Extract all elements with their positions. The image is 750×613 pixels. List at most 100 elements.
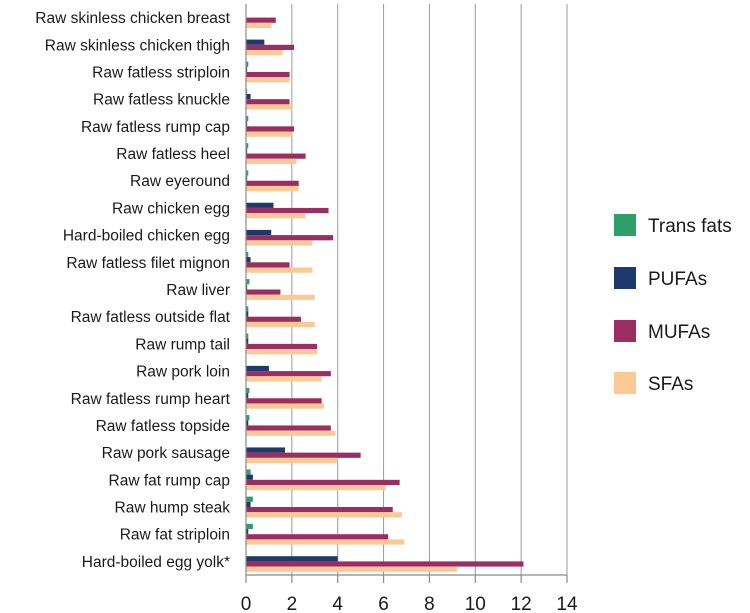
- bar-trans-fats-raw-eyeround: [246, 170, 249, 176]
- legend-swatch-mufas: [614, 320, 636, 342]
- bar-trans-fats-raw-fat-striploin: [246, 523, 253, 530]
- bar-mufas-raw-fatless-filet-mignon: [246, 262, 290, 268]
- bar-pufas-raw-rump-tail: [246, 338, 249, 344]
- bar-sfas-raw-fatless-filet-mignon: [246, 267, 313, 273]
- category-label-hard-boiled-chicken-egg: Hard-boiled chicken egg: [63, 228, 230, 245]
- category-label-raw-hump-steak: Raw hump steak: [115, 500, 231, 517]
- bar-sfas-raw-eyeround: [246, 185, 299, 192]
- bar-mufas-raw-fatless-striploin: [246, 71, 290, 78]
- category-label-raw-fatless-knuckle: Raw fatless knuckle: [93, 92, 230, 109]
- bar-mufas-raw-fatless-heel: [246, 153, 306, 159]
- x-tick-label-0: 0: [241, 594, 252, 613]
- legend-swatch-pufas: [614, 267, 636, 289]
- bar-sfas-raw-fatless-rump-heart: [246, 403, 324, 409]
- bar-mufas-raw-rump-tail: [246, 343, 318, 350]
- axes: [245, 4, 568, 583]
- bar-sfas-raw-fat-rump-cap: [246, 485, 386, 491]
- bar-sfas-raw-pork-loin: [246, 376, 322, 382]
- legend-swatch-trans-fats: [614, 214, 636, 236]
- bar-sfas-raw-fat-striploin: [246, 539, 405, 545]
- bar-pufas-raw-fatless-knuckle: [246, 93, 251, 100]
- bar-sfas-raw-skinless-chicken-breast: [246, 22, 272, 28]
- category-label-raw-fat-rump-cap: Raw fat rump cap: [109, 472, 230, 489]
- legend: Trans fats PUFAs MUFAs SFAs: [614, 214, 732, 395]
- bar-sfas-raw-pork-sausage: [246, 457, 338, 464]
- bar-mufas-raw-fatless-knuckle: [246, 99, 290, 105]
- category-label-raw-fatless-outside-flat: Raw fatless outside flat: [71, 309, 231, 326]
- bar-series: [246, 17, 524, 572]
- bar-trans-fats-raw-liver: [246, 279, 250, 285]
- legend-label-trans-fats: Trans fats: [648, 216, 732, 237]
- category-label-raw-rump-tail: Raw rump tail: [135, 336, 230, 353]
- legend-label-mufas: MUFAs: [648, 322, 710, 343]
- category-label-raw-fatless-heel: Raw fatless heel: [116, 146, 230, 163]
- x-tick-label-4: 4: [332, 594, 343, 613]
- bar-trans-fats-raw-rump-tail: [246, 333, 249, 339]
- x-tick-label-8: 8: [424, 594, 435, 613]
- bar-trans-fats-raw-fatless-rump-heart: [246, 387, 250, 394]
- bar-mufas-raw-fatless-outside-flat: [246, 316, 302, 322]
- bar-pufas-raw-pork-sausage: [246, 447, 285, 453]
- category-label-hard-boiled-egg-yolk: Hard-boiled egg yolk*: [82, 554, 230, 571]
- bar-sfas-raw-hump-steak: [246, 512, 402, 518]
- bar-sfas-raw-skinless-chicken-thigh: [246, 49, 283, 56]
- bar-mufas-raw-chicken-egg: [246, 207, 329, 214]
- bar-trans-fats-raw-fatless-outside-flat: [246, 306, 249, 312]
- bar-mufas-raw-pork-loin: [246, 371, 331, 377]
- category-label-raw-pork-sausage: Raw pork sausage: [102, 445, 230, 462]
- bar-trans-fats-raw-fatless-rump-cap: [246, 115, 249, 122]
- category-label-raw-fatless-striploin: Raw fatless striploin: [92, 64, 230, 81]
- bar-pufas-raw-chicken-egg: [246, 202, 274, 208]
- bar-trans-fats-raw-fatless-filet-mignon: [246, 251, 249, 258]
- bar-pufas-raw-skinless-chicken-thigh: [246, 39, 265, 45]
- category-label-raw-chicken-egg: Raw chicken egg: [112, 200, 230, 217]
- category-label-raw-eyeround: Raw eyeround: [130, 173, 230, 190]
- bar-mufas-raw-eyeround: [246, 180, 299, 186]
- legend-label-pufas: PUFAs: [648, 269, 707, 290]
- x-tick-label-14: 14: [556, 594, 578, 613]
- x-tick-label-2: 2: [287, 594, 298, 613]
- bar-pufas-raw-fatless-filet-mignon: [246, 257, 251, 263]
- bar-sfas-raw-fatless-heel: [246, 158, 297, 164]
- x-tick-labels: 0 2 4 6 8 10 12 14: [241, 594, 578, 613]
- bar-trans-fats-raw-hump-steak: [246, 496, 253, 502]
- grid-lines: [291, 4, 568, 575]
- bar-pufas-hard-boiled-chicken-egg: [246, 229, 272, 236]
- bar-mufas-raw-fatless-rump-heart: [246, 398, 322, 404]
- category-label-raw-liver: Raw liver: [166, 282, 230, 299]
- bar-mufas-raw-pork-sausage: [246, 452, 361, 458]
- x-tick-label-6: 6: [378, 594, 389, 613]
- bar-pufas-raw-fatless-rump-heart: [246, 393, 249, 399]
- bar-pufas-raw-fat-rump-cap: [246, 474, 253, 480]
- bar-trans-fats-raw-fat-rump-cap: [246, 469, 251, 475]
- bar-pufas-raw-hump-steak: [246, 501, 251, 508]
- category-labels: Raw skinless chicken breast Raw skinless …: [35, 10, 230, 571]
- bar-mufas-raw-liver: [246, 289, 281, 295]
- x-tick-label-10: 10: [465, 594, 486, 613]
- bar-mufas-hard-boiled-chicken-egg: [246, 235, 334, 241]
- bar-mufas-hard-boiled-egg-yolk: [246, 561, 524, 567]
- category-label-raw-fatless-rump-heart: Raw fatless rump heart: [71, 391, 231, 408]
- bar-mufas-raw-fatless-rump-cap: [246, 126, 295, 132]
- x-tick-label-12: 12: [511, 594, 532, 613]
- bar-pufas-raw-pork-loin: [246, 365, 269, 372]
- bar-mufas-raw-skinless-chicken-thigh: [246, 44, 295, 50]
- category-label-raw-fatless-rump-cap: Raw fatless rump cap: [81, 119, 230, 136]
- bar-sfas-raw-liver: [246, 294, 315, 300]
- bar-pufas-raw-fatless-topside: [246, 420, 249, 426]
- bar-sfas-raw-fatless-striploin: [246, 77, 290, 83]
- bar-trans-fats-raw-fatless-heel: [246, 143, 249, 149]
- bar-sfas-raw-rump-tail: [246, 349, 318, 355]
- bar-mufas-raw-fat-striploin: [246, 534, 389, 540]
- legend-swatch-sfas: [614, 372, 636, 394]
- bar-sfas-raw-fatless-topside: [246, 430, 336, 436]
- bar-mufas-raw-skinless-chicken-breast: [246, 17, 276, 23]
- bar-pufas-raw-fat-striploin: [246, 529, 249, 535]
- bar-sfas-raw-fatless-outside-flat: [246, 321, 315, 328]
- category-label-raw-skinless-chicken-thigh: Raw skinless chicken thigh: [45, 37, 230, 54]
- bar-trans-fats-raw-fatless-striploin: [246, 61, 249, 67]
- bar-trans-fats-raw-fatless-topside: [246, 415, 250, 421]
- legend-label-sfas: SFAs: [648, 374, 693, 395]
- category-label-raw-skinless-chicken-breast: Raw skinless chicken breast: [35, 10, 230, 27]
